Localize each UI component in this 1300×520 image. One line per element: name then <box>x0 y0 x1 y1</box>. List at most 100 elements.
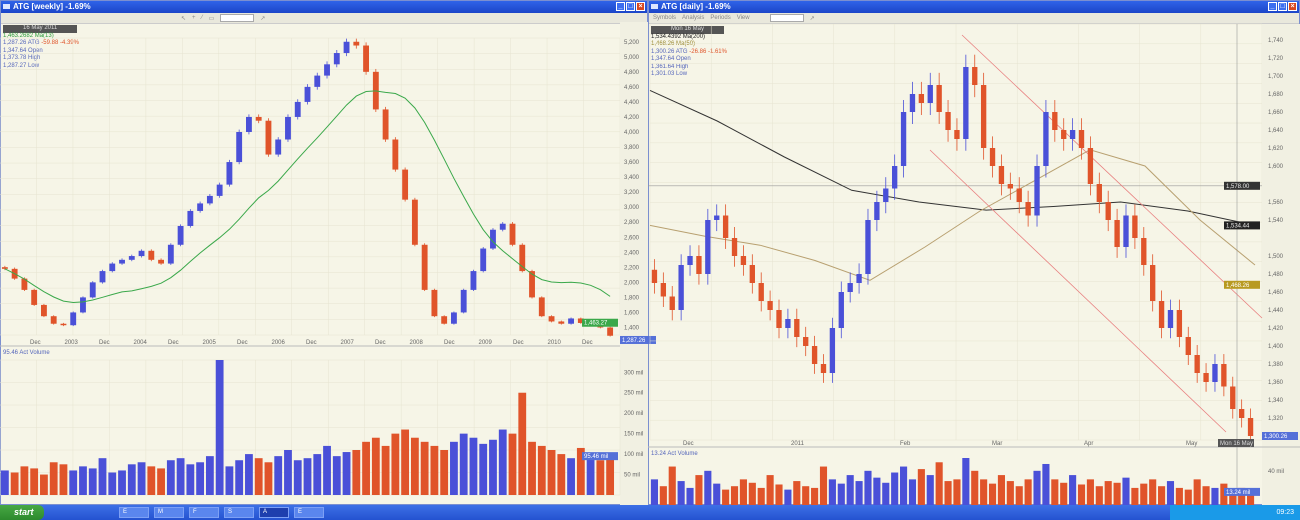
daily-volume-bar <box>811 487 819 505</box>
weekly-candle <box>226 162 233 185</box>
weekly-volume-bar <box>127 464 136 495</box>
weekly-volume-bar <box>547 450 556 495</box>
daily-candle <box>714 215 720 220</box>
weekly-volume-bar <box>49 462 58 495</box>
close-button[interactable]: × <box>1288 2 1297 11</box>
daily-candle <box>1061 130 1067 139</box>
x-tick-label: 2003 <box>65 340 79 346</box>
daily-volume-bar <box>1122 477 1130 505</box>
ma200-label: 1,534.4392 Ma(200) <box>651 33 706 40</box>
taskbar-button[interactable]: S <box>224 507 254 518</box>
weekly-volume-bar <box>303 458 312 495</box>
weekly-volume-bar <box>0 470 9 495</box>
y-tick-label: 3,800 <box>624 145 640 151</box>
go-icon[interactable]: ↗ <box>809 15 815 22</box>
daily-candle <box>696 256 702 274</box>
weekly-candle <box>80 297 86 313</box>
daily-volume-bar <box>704 470 712 505</box>
minimize-button[interactable]: _ <box>1268 2 1277 11</box>
weekly-candle <box>382 109 389 140</box>
daily-volume-bar <box>1238 487 1246 505</box>
cursor-tool-icon[interactable]: ↖ <box>181 15 187 22</box>
change-label: -59.88 -4.39% <box>41 40 79 46</box>
weekly-candle <box>392 139 399 170</box>
daily-volume-bar <box>1149 479 1157 505</box>
y-tick-label: 1,500 <box>1268 254 1284 260</box>
weekly-volume-bar <box>20 466 29 495</box>
weekly-volume-bar <box>586 456 595 495</box>
daily-volume-bar <box>953 479 961 505</box>
menu-periods[interactable]: Periods <box>710 15 731 21</box>
channel-upper-line <box>961 34 1263 319</box>
daily-candle <box>820 364 827 373</box>
daily-volume-bar <box>1166 481 1175 505</box>
weekly-volume-bar <box>313 454 322 495</box>
daily-candle <box>678 265 684 310</box>
menu-bar: Symbols Analysis Periods View ↗ <box>649 13 1299 24</box>
menu-analysis[interactable]: Analysis <box>682 15 705 21</box>
go-icon[interactable]: ↗ <box>260 15 266 22</box>
weekly-candle <box>294 101 301 117</box>
taskbar-button[interactable]: E <box>294 507 324 518</box>
maximize-button[interactable]: □ <box>1278 2 1287 11</box>
text-tool-icon[interactable]: ▭ <box>208 15 215 22</box>
daily-volume-bar <box>695 475 703 505</box>
daily-candle <box>909 94 916 112</box>
hline-tag-bg <box>1224 181 1260 190</box>
taskbar-button[interactable]: E <box>119 507 149 518</box>
daily-candle <box>874 202 880 220</box>
y-tick-label: 1,460 <box>1268 290 1284 296</box>
volume-tag-bg <box>1224 487 1260 496</box>
symbol-input[interactable] <box>769 14 804 22</box>
minimize-button[interactable]: _ <box>616 2 625 11</box>
x-tick-label: 2004 <box>134 340 148 346</box>
volume-legend: 13.24 Act Volume <box>651 451 698 457</box>
daily-volume-bar <box>980 479 988 505</box>
taskbar-button[interactable]: F <box>189 507 219 518</box>
last-label: 1,300.26 ATG <box>651 48 688 55</box>
daily-candle <box>785 319 791 328</box>
weekly-candle <box>216 184 223 196</box>
weekly-candle <box>490 229 496 249</box>
daily-candle <box>1185 337 1191 355</box>
y-tick-label: 1,800 <box>624 295 640 301</box>
symbol-input[interactable] <box>220 14 255 22</box>
weekly-candle <box>119 259 125 264</box>
ma13-line <box>4 90 611 304</box>
y-tick-label: 2,400 <box>624 250 640 256</box>
menu-symbols[interactable]: Symbols <box>653 15 677 21</box>
daily-candle <box>1087 148 1094 184</box>
weekly-volume-bar <box>137 462 146 495</box>
daily-candle <box>1007 184 1013 189</box>
crosshair-tool-icon[interactable]: + <box>192 15 196 21</box>
maximize-button[interactable]: □ <box>626 2 635 11</box>
daily-volume-bar <box>846 475 854 505</box>
close-button[interactable]: × <box>636 2 645 11</box>
daily-candle <box>687 256 693 265</box>
x-tick-label: 2005 <box>203 340 217 346</box>
x-tick-label: Mar <box>992 441 1002 447</box>
taskbar-button[interactable]: A <box>259 507 289 518</box>
weekly-candle <box>568 318 574 324</box>
line-tool-icon[interactable]: ⁄ <box>201 15 203 21</box>
daily-candle <box>1123 215 1129 247</box>
y-tick-label: 4,800 <box>624 70 640 76</box>
last-price-tag: 1,463.27 <box>584 321 608 327</box>
ma200-tag-bg <box>1224 221 1260 230</box>
menu-view[interactable]: View <box>736 15 750 21</box>
weekly-candle <box>529 271 535 298</box>
weekly-candle <box>50 316 57 324</box>
ma-label: 1,463.2682 Ma(13) <box>3 32 54 39</box>
start-button[interactable]: start <box>0 505 44 520</box>
charts-canvas[interactable]: 5,200 5,000 4,800 4,600 4,400 4,200 4,000 3,800… <box>0 0 1300 505</box>
daily-volume-bar <box>677 481 685 505</box>
weekly-volume-bar <box>254 458 263 495</box>
weekly-candle <box>519 244 526 272</box>
taskbar-button[interactable]: M <box>154 507 184 518</box>
weekly-volume-bar <box>576 447 585 495</box>
daily-candle <box>927 85 933 103</box>
weekly-candle <box>89 282 96 298</box>
daily-volume-bar <box>650 479 659 505</box>
weekly-candle <box>206 195 213 204</box>
weekly-volume-bar <box>166 460 175 495</box>
